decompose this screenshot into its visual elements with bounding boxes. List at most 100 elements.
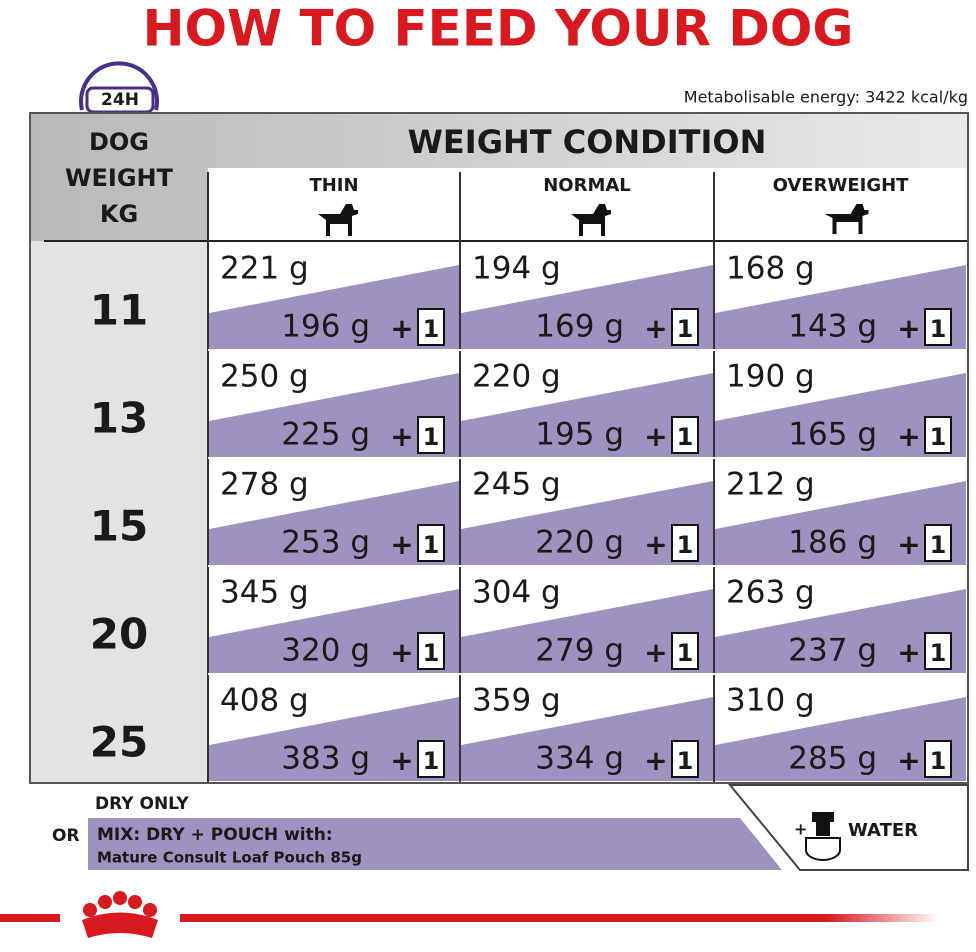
- condition-header: WEIGHT CONDITION: [408, 123, 767, 161]
- mix-shade: [209, 589, 459, 673]
- mix-shade: [461, 373, 713, 457]
- mix-amount: 334 g: [535, 741, 624, 777]
- plus: +: [644, 636, 667, 669]
- pouch-count: 1: [677, 531, 694, 559]
- plus: +: [644, 420, 667, 453]
- weight-value: 15: [90, 502, 148, 551]
- plus: +: [644, 312, 667, 345]
- plus: +: [390, 744, 413, 777]
- pouch-count: 1: [423, 315, 440, 343]
- plus: +: [644, 528, 667, 561]
- pouch-count: 1: [930, 747, 947, 775]
- mix-shade: [715, 697, 966, 781]
- dry-amount: 263 g: [726, 575, 815, 611]
- dry-amount: 345 g: [220, 575, 309, 611]
- mix-amount: 220 g: [535, 525, 624, 561]
- rule-right: [180, 914, 940, 922]
- water-plus: +: [794, 820, 807, 839]
- mix-shade: [715, 589, 966, 673]
- mix-amount: 196 g: [281, 309, 370, 345]
- plus: +: [390, 420, 413, 453]
- mix-amount: 320 g: [281, 633, 370, 669]
- dry-amount: 310 g: [726, 683, 815, 719]
- pouch-count: 1: [423, 531, 440, 559]
- mix-amount: 186 g: [788, 525, 877, 561]
- energy: Metabolisable energy: 3422 kcal/kg: [684, 88, 968, 107]
- mix-amount: 383 g: [281, 741, 370, 777]
- plus: +: [390, 636, 413, 669]
- mix-amount: 237 g: [788, 633, 877, 669]
- weight-column: [31, 241, 208, 782]
- column-label: OVERWEIGHT: [773, 175, 910, 196]
- pouch-count: 1: [423, 639, 440, 667]
- mix-shade: [209, 697, 459, 781]
- dog-icon: [318, 204, 358, 236]
- dry-amount: 194 g: [472, 251, 561, 287]
- plus: +: [390, 528, 413, 561]
- mix-shade: [209, 481, 459, 565]
- pouch-count: 1: [423, 423, 440, 451]
- pouch-count: 1: [677, 423, 694, 451]
- weight-header: KG: [100, 200, 138, 228]
- plus: +: [897, 744, 920, 777]
- tap-icon: [805, 812, 841, 861]
- weight-value: 25: [90, 718, 148, 767]
- dry-amount: 168 g: [726, 251, 815, 287]
- dog-icon: [571, 204, 611, 236]
- mix-amount: 225 g: [281, 417, 370, 453]
- weight-header: WEIGHT: [65, 164, 174, 192]
- dry-amount: 190 g: [726, 359, 815, 395]
- dry-amount: 250 g: [220, 359, 309, 395]
- mix-amount: 285 g: [788, 741, 877, 777]
- mix-amount: 253 g: [281, 525, 370, 561]
- pouch-icon: [417, 524, 445, 562]
- dry-only: DRY ONLY: [95, 794, 189, 814]
- water-box: [727, 784, 969, 871]
- pouch-icon: [671, 416, 699, 454]
- water: WATER: [848, 820, 918, 841]
- dog-icon: [824, 204, 869, 234]
- column-label: NORMAL: [543, 175, 631, 196]
- or: OR: [52, 826, 80, 846]
- dry-amount: 408 g: [220, 683, 309, 719]
- badge: 24H: [101, 90, 139, 110]
- weight-header: DOG: [89, 128, 149, 156]
- dry-amount: 278 g: [220, 467, 309, 503]
- mix-shade: [209, 373, 459, 457]
- crown-logo: [82, 891, 158, 938]
- clock-badge: [79, 61, 159, 114]
- column-header: [208, 168, 967, 241]
- pouch-icon: [417, 308, 445, 346]
- pouch-icon: [924, 416, 952, 454]
- pouch-count: 1: [930, 423, 947, 451]
- pouch-icon: [924, 308, 952, 346]
- pouch-count: 1: [930, 315, 947, 343]
- pouch-count: 1: [677, 315, 694, 343]
- pouch-icon: [924, 632, 952, 670]
- pouch-name: Mature Consult Loaf Pouch 85g: [97, 849, 362, 867]
- pouch-icon: [417, 632, 445, 670]
- plus: +: [390, 312, 413, 345]
- pouch-icon: [924, 740, 952, 778]
- pouch-icon: [671, 308, 699, 346]
- mix: MIX: DRY + POUCH with:: [97, 825, 333, 845]
- mix-shade: [461, 589, 713, 673]
- title: HOW TO FEED YOUR DOG: [143, 0, 854, 58]
- plus: +: [897, 312, 920, 345]
- mix-shade: [715, 373, 966, 457]
- pouch-icon: [924, 524, 952, 562]
- dry-amount: 212 g: [726, 467, 815, 503]
- mix-amount: 143 g: [788, 309, 877, 345]
- dry-amount: 304 g: [472, 575, 561, 611]
- mix-amount: 279 g: [535, 633, 624, 669]
- mix-shade: [461, 481, 713, 565]
- dry-amount: 221 g: [220, 251, 309, 287]
- pouch-icon: [671, 524, 699, 562]
- column-label: THIN: [309, 175, 358, 196]
- pouch-icon: [417, 740, 445, 778]
- rule-left: [0, 914, 60, 922]
- table-body: DOG WEIGHT KG THIN NORMAL OVERWEIGHT 1 1 221 g 19…: [65, 128, 967, 782]
- weight-value: 20: [90, 610, 148, 659]
- pouch-count: 1: [677, 747, 694, 775]
